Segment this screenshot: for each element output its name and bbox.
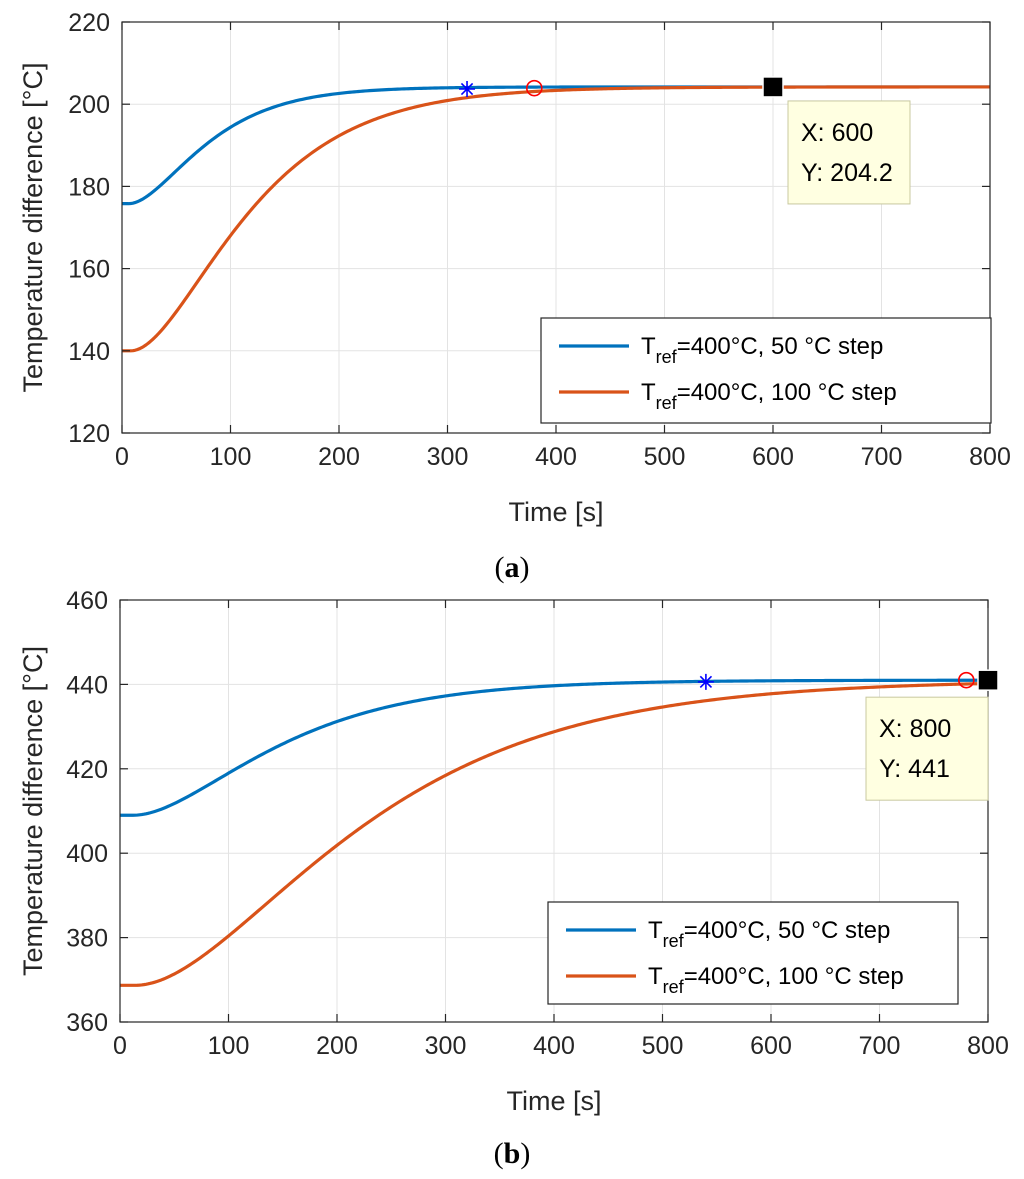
y-tick-label: 200 [68, 91, 110, 119]
legend-label-subscript: ref [663, 931, 685, 951]
x-tick-label: 400 [535, 443, 577, 471]
datatip-box [865, 696, 989, 801]
x-tick-label: 800 [967, 1032, 1009, 1060]
y-tick-label: 180 [68, 173, 110, 201]
x-tick-label: 800 [969, 443, 1011, 471]
x-tick-label: 100 [210, 443, 252, 471]
datatip: X: 800 Y: 441 [865, 696, 989, 801]
legend-label-base: T [641, 333, 656, 360]
chart-b: 0 100 200 300 400 500 600 700 800 360 380 400 420 440… [18, 587, 1009, 1116]
x-axis-label: Time [s] [506, 1086, 601, 1116]
asterisk-marker [459, 80, 476, 97]
series-line-2 [120, 681, 989, 987]
datatip-square-marker [762, 76, 784, 98]
x-tick-label: 200 [316, 1032, 358, 1060]
x-tick-label: 700 [861, 443, 903, 471]
legend-label-rest: =400°C, 50 °C step [677, 333, 884, 360]
legend-label-rest: =400°C, 50 °C step [684, 917, 891, 944]
caption-a: (a) [495, 551, 530, 584]
legend-box [547, 901, 959, 1005]
x-tick-label: 300 [425, 1032, 467, 1060]
circle-marker [525, 79, 543, 97]
asterisk-stroke [699, 675, 713, 689]
legend-box [540, 317, 992, 424]
caption-a-letter: a [505, 551, 520, 584]
y-axis-label: Temperature difference [°C] [18, 63, 48, 393]
x-tick-label: 400 [533, 1032, 575, 1060]
y-tick-label: 160 [68, 256, 110, 284]
x-tick-label: 0 [115, 443, 129, 471]
legend-label-rest: =400°C, 100 °C step [684, 963, 904, 990]
legend-label-base: T [648, 963, 663, 990]
datatip-y-text: Y: 204.2 [801, 159, 893, 187]
datatip: X: 600 Y: 204.2 [787, 100, 911, 205]
y-tick-label: 400 [66, 840, 108, 868]
y-axis-label: Temperature difference [°C] [18, 646, 48, 976]
y-tick-label: 440 [66, 671, 108, 699]
datatip-square-marker [977, 669, 999, 691]
x-tick-label: 600 [750, 1032, 792, 1060]
datatip-y-text: Y: 441 [879, 755, 950, 783]
datatip-x-text: X: 600 [801, 119, 873, 147]
y-tick-label: 420 [66, 756, 108, 784]
x-tick-label: 500 [644, 443, 686, 471]
datatip-x-text: X: 800 [879, 715, 951, 743]
x-axis-label: Time [s] [508, 497, 603, 527]
y-tick-label: 120 [68, 420, 110, 448]
caption-b-letter: b [504, 1137, 521, 1170]
legend-label-base: T [648, 917, 663, 944]
x-tick-label: 300 [427, 443, 469, 471]
caption-b: (b) [494, 1137, 531, 1170]
series-line-1 [120, 678, 988, 817]
x-tick-label: 600 [752, 443, 794, 471]
legend-label-1: Tref=400°C, 50 °C step [648, 917, 890, 951]
y-tick-label: 460 [66, 587, 108, 615]
x-tick-label: 700 [859, 1032, 901, 1060]
asterisk-stroke [460, 82, 474, 96]
x-tick-label: 500 [642, 1032, 684, 1060]
y-tick-label: 140 [68, 338, 110, 366]
legend-label-1: Tref=400°C, 50 °C step [641, 333, 883, 367]
x-tick-label: 100 [208, 1032, 250, 1060]
datatip-box [787, 100, 911, 205]
legend-label-subscript: ref [656, 393, 678, 413]
y-tick-label: 360 [66, 1009, 108, 1037]
legend-label-subscript: ref [663, 977, 685, 997]
legend-label-subscript: ref [656, 347, 678, 367]
circle-marker [957, 671, 975, 689]
y-tick-label: 220 [68, 9, 110, 37]
legend-label-2: Tref=400°C, 100 °C step [648, 963, 904, 997]
asterisk-marker [697, 673, 714, 690]
x-tick-label: 0 [113, 1032, 127, 1060]
legend-label-base: T [641, 379, 656, 406]
legend-label-2: Tref=400°C, 100 °C step [641, 379, 897, 413]
chart-a: 0 100 200 300 400 500 600 700 800 120 140 160 180 200… [18, 9, 1011, 527]
legend-label-rest: =400°C, 100 °C step [677, 379, 897, 406]
y-tick-label: 380 [66, 925, 108, 953]
series-line-2 [122, 85, 990, 353]
x-tick-label: 200 [318, 443, 360, 471]
